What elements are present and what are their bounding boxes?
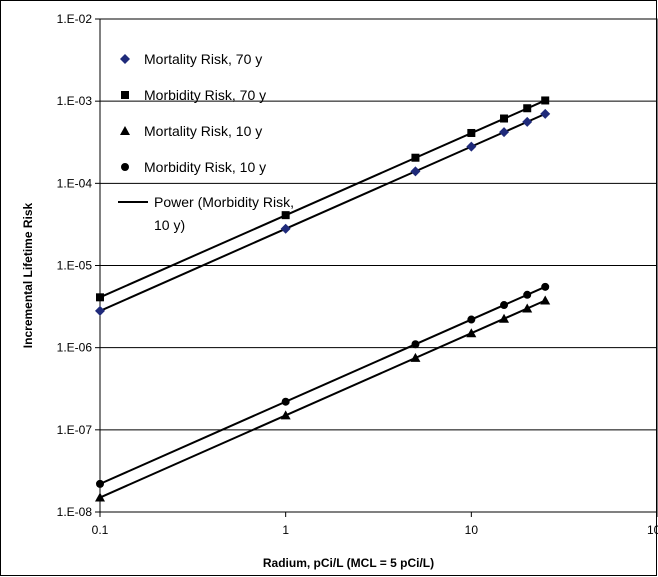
y-tick-label: 1.E-02 — [57, 12, 93, 26]
data-point — [96, 293, 104, 302]
x-tick-label: 1 — [282, 523, 289, 537]
legend-marker — [120, 126, 130, 135]
data-point — [96, 479, 104, 488]
legend-label: Morbidity Risk, 70 y — [144, 87, 266, 103]
legend-marker — [121, 163, 129, 171]
data-point — [280, 410, 291, 420]
data-point — [499, 313, 510, 323]
data-point — [410, 352, 421, 362]
legend-label: Mortality Risk, 70 y — [144, 51, 262, 67]
gridlines — [100, 100, 657, 431]
y-axis-ticks: 1.E-08 1.E-07 1.E-06 1.E-05 1.E-04 1.E-03 1.E-… — [57, 12, 100, 519]
y-tick-label: 1.E-03 — [57, 94, 93, 108]
legend-label: Power (Morbidity Risk, — [154, 194, 294, 210]
data-point — [281, 211, 290, 220]
x-tick-label: 10 — [465, 523, 479, 537]
data-point — [541, 96, 550, 105]
data-point — [280, 223, 291, 234]
x-tick-label: 100 — [647, 523, 658, 537]
data-point — [95, 305, 105, 316]
data-point — [499, 127, 510, 138]
x-axis-title: Radium, pCi/L (MCL = 5 pCi/L) — [263, 556, 434, 570]
data-point — [522, 116, 533, 127]
data-point — [466, 141, 477, 152]
data-point — [95, 492, 105, 502]
data-point — [411, 340, 420, 349]
legend-label: Mortality Risk, 10 y — [144, 123, 262, 139]
y-tick-label: 1.E-05 — [57, 259, 93, 273]
x-axis-ticks: 0.1 1 10 100 — [92, 512, 658, 537]
data-point — [540, 295, 551, 305]
legend: Mortality Risk, 70 y Morbidity Risk, 70 y… — [118, 51, 294, 233]
data-point — [281, 397, 290, 406]
data-point — [411, 153, 420, 162]
data-point — [467, 128, 476, 137]
y-tick-label: 1.E-04 — [57, 176, 93, 190]
data-point — [467, 315, 476, 324]
y-tick-label: 1.E-06 — [57, 341, 93, 355]
y-tick-label: 1.E-07 — [57, 423, 93, 437]
data-point — [541, 282, 550, 291]
data-markers — [95, 96, 551, 502]
legend-marker — [120, 54, 130, 64]
data-point — [500, 301, 509, 310]
data-point — [540, 108, 551, 119]
legend-label: 10 y) — [154, 217, 185, 233]
data-point — [500, 114, 509, 123]
data-point — [523, 104, 532, 113]
data-point — [522, 303, 533, 313]
legend-marker — [121, 91, 129, 99]
y-axis-title: Incremental Lifetime Risk — [21, 202, 35, 348]
data-point — [466, 328, 477, 338]
legend-label: Morbidity Risk, 10 y — [144, 159, 266, 175]
y-tick-label: 1.E-08 — [57, 505, 93, 519]
data-point — [523, 290, 532, 299]
x-tick-label: 0.1 — [92, 523, 109, 537]
data-point — [410, 166, 421, 177]
